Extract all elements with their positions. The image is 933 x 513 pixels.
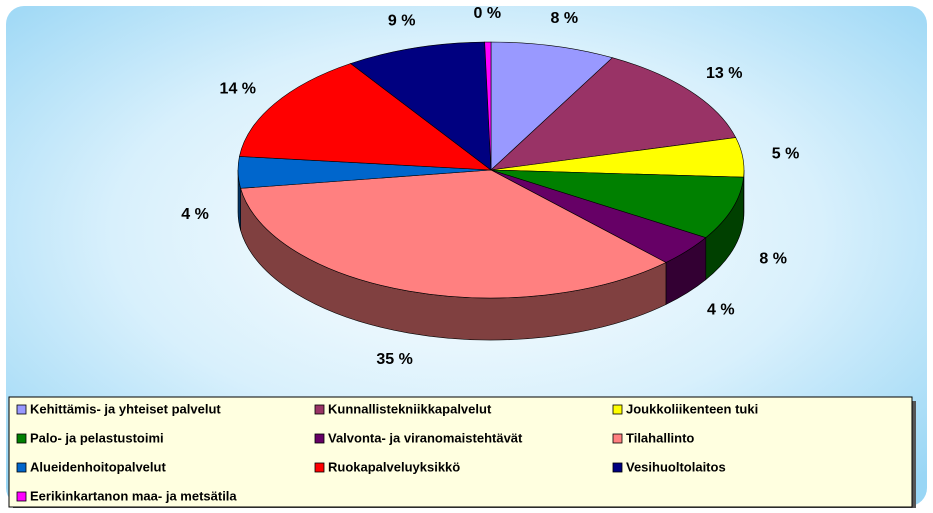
legend-swatch	[315, 463, 324, 472]
data-label: 8 %	[551, 10, 579, 27]
data-label: 5 %	[772, 146, 800, 163]
legend-swatch	[315, 405, 324, 414]
legend-swatch	[17, 405, 26, 414]
data-label: 8 %	[759, 250, 787, 267]
data-label: 14 %	[220, 80, 256, 97]
data-label: 13 %	[706, 65, 742, 82]
legend-swatch	[17, 492, 26, 501]
legend-label: Vesihuoltolaitos	[626, 459, 726, 474]
legend-label: Joukkoliikenteen tuki	[626, 401, 758, 416]
data-label: 35 %	[376, 351, 412, 368]
legend-label: Valvonta- ja viranomaistehtävät	[328, 430, 523, 445]
data-label: 4 %	[181, 206, 209, 223]
legend-swatch	[17, 463, 26, 472]
legend-swatch	[613, 405, 622, 414]
data-label: 4 %	[707, 302, 735, 319]
legend-swatch	[613, 463, 622, 472]
legend-label: Kunnallistekniikkapalvelut	[328, 401, 492, 416]
legend-label: Palo- ja pelastustoimi	[30, 430, 164, 445]
data-label: 9 %	[388, 12, 416, 29]
legend-label: Kehittämis- ja yhteiset palvelut	[30, 401, 221, 416]
legend-label: Eerikinkartanon maa- ja metsätila	[30, 488, 237, 503]
legend-swatch	[613, 434, 622, 443]
legend-swatch	[315, 434, 324, 443]
legend-label: Tilahallinto	[626, 430, 694, 445]
data-label: 0 %	[474, 5, 502, 22]
legend-label: Ruokapalveluyksikkö	[328, 459, 460, 474]
legend-label: Alueidenhoitopalvelut	[30, 459, 166, 474]
legend-swatch	[17, 434, 26, 443]
